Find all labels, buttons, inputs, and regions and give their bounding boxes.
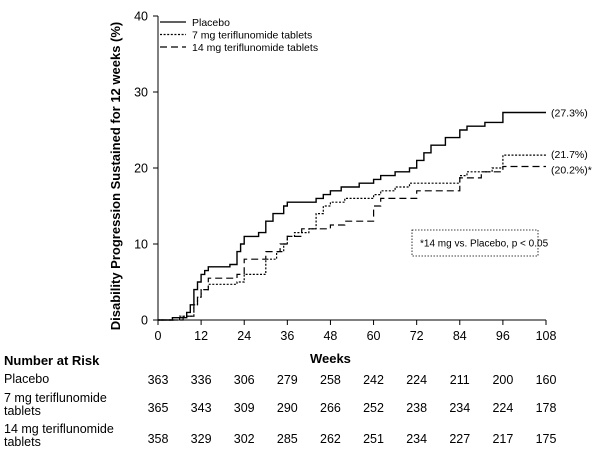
risk-cell: 234	[406, 432, 428, 446]
risk-cell: 211	[449, 373, 470, 387]
risk-row-label-line: 7 mg teriflunomide	[4, 391, 107, 405]
risk-cell: 306	[233, 373, 255, 387]
risk-cell: 175	[535, 432, 557, 446]
series-line-1	[158, 111, 546, 321]
y-ticks: 0 10 20 30 40	[134, 10, 158, 328]
risk-cell: 266	[320, 401, 341, 415]
annotation-text: *14 mg vs. Placebo, p < 0.05	[420, 239, 549, 250]
x-tick-label: 72	[410, 329, 424, 343]
risk-cell: 309	[233, 401, 255, 415]
risk-cell: 258	[320, 373, 341, 387]
risk-cell: 217	[492, 432, 514, 446]
risk-cell: 251	[363, 432, 384, 446]
risk-cell: 178	[535, 401, 557, 415]
risk-row-label: 7 mg teriflunomide tablets	[4, 392, 107, 418]
x-tick-label: 12	[194, 329, 208, 343]
legend-label: 14 mg teriflunomide tablets	[192, 42, 318, 54]
axes	[157, 16, 546, 321]
risk-row-label-line: tablets	[4, 435, 41, 449]
x-tick-label: 96	[496, 329, 510, 343]
x-tick-label: 84	[453, 329, 467, 343]
risk-row-label-line: Placebo	[4, 372, 50, 386]
risk-cell: 343	[190, 401, 212, 415]
risk-row-label: Placebo	[4, 373, 49, 386]
x-ticks: 0 12 24 36 48 60 72 84 96 108	[155, 320, 557, 343]
risk-cell: 242	[363, 373, 384, 387]
risk-cell: 234	[449, 401, 471, 415]
y-tick-label: 30	[134, 86, 148, 100]
x-tick-label: 0	[155, 329, 162, 343]
risk-cell: 358	[147, 432, 169, 446]
risk-cell: 329	[190, 432, 212, 446]
risk-cell: 227	[449, 432, 471, 446]
y-tick-label: 10	[134, 238, 148, 252]
risk-cell: 252	[363, 401, 384, 415]
risk-row-label-line: 14 mg teriflunomide	[4, 422, 114, 436]
annotation-box: *14 mg vs. Placebo, p < 0.05	[411, 229, 549, 257]
risk-cell: 363	[147, 373, 169, 387]
x-tick-label: 24	[237, 329, 251, 343]
x-tick-label: 60	[367, 329, 381, 343]
risk-cell: 224	[406, 373, 428, 387]
risk-cell: 200	[492, 373, 514, 387]
risk-row-label: 14 mg teriflunomide tablets	[4, 423, 114, 449]
risk-cell: 336	[190, 373, 212, 387]
y-tick-label: 20	[134, 162, 148, 176]
risk-cell: 262	[320, 432, 341, 446]
y-tick-label: 0	[141, 314, 148, 328]
risk-cell: 365	[147, 401, 169, 415]
risk-cell: 160	[535, 373, 557, 387]
series-end-label: (21.7%)	[551, 149, 588, 161]
y-axis-label: Disability Progression Sustained for 12 …	[108, 22, 123, 330]
x-axis-label: Weeks	[310, 351, 351, 366]
x-tick-label: 48	[323, 329, 337, 343]
legend-label: 7 mg teriflunomide tablets	[192, 30, 312, 42]
annotation-border	[411, 229, 539, 257]
series-line-3	[158, 165, 546, 321]
risk-row-label-line: tablets	[4, 404, 41, 418]
risk-cell: 224	[492, 401, 514, 415]
x-tick-label: 108	[536, 329, 557, 343]
risk-cell: 238	[406, 401, 428, 415]
risk-cell: 285	[276, 432, 298, 446]
x-tick-label: 36	[280, 329, 294, 343]
y-tick-label: 40	[134, 10, 148, 24]
series-end-label: (20.2%)*	[551, 164, 592, 176]
risk-cell: 290	[276, 401, 298, 415]
legend-label: Placebo	[192, 17, 230, 29]
risk-cell: 279	[276, 373, 298, 387]
series-end-label: (27.3%)	[551, 108, 588, 120]
risk-cell: 302	[233, 432, 255, 446]
risk-table-title: Number at Risk	[4, 353, 100, 368]
series-layer: (27.3%) (21.7%) (20.2%)*	[158, 108, 592, 321]
